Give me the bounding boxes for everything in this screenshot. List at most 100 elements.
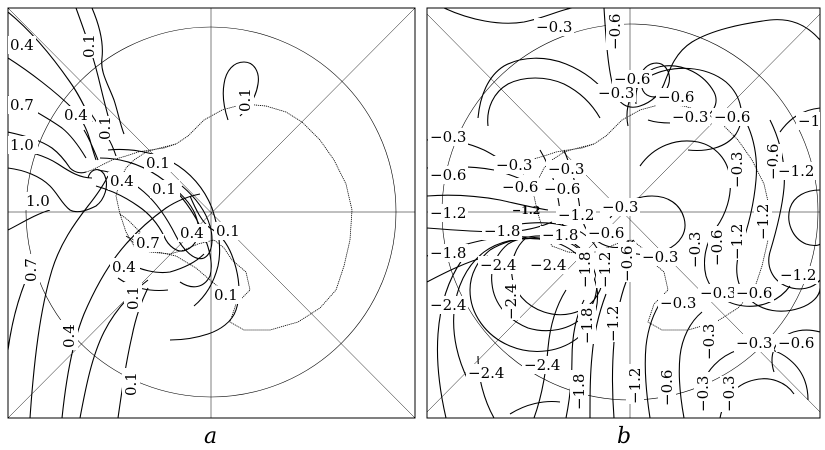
contour-label: −0.3	[700, 324, 718, 360]
contour-line	[533, 289, 567, 418]
contour-label: −0.6	[658, 370, 676, 406]
contour-label: −0.3	[720, 376, 738, 412]
contour-label: 0.1	[216, 222, 240, 240]
contour-label: −1.2	[596, 252, 614, 288]
contour-label: −0.3	[496, 156, 532, 174]
contour-line	[29, 175, 109, 418]
contour-line	[8, 167, 107, 213]
contour-label: −2.4	[468, 364, 504, 382]
contour-label: −0.6	[588, 224, 624, 242]
contour-label: −0.3	[536, 18, 572, 36]
contour-label: −0.6	[544, 180, 580, 198]
contour-label: −1.8	[430, 244, 466, 262]
contour-line	[436, 259, 463, 418]
contour-label: −0.6	[606, 14, 624, 50]
contour-label: −1.8	[576, 252, 594, 288]
contour-line	[487, 77, 601, 127]
contour-label: −1.2	[604, 306, 622, 342]
contour-line	[83, 129, 99, 161]
contour-label: −1.8	[570, 374, 588, 410]
contour-label: −1.2	[512, 204, 540, 217]
contour-label: −2.4	[480, 256, 516, 274]
contour-label: −1.2	[778, 162, 814, 180]
contour-label: 0.1	[146, 154, 170, 172]
contour-label: −1.2	[780, 266, 816, 284]
contour-label: −0.6	[618, 246, 636, 282]
contour-label: −0.6	[614, 70, 650, 88]
contour-label: −0.6	[708, 230, 726, 266]
contour-label: −0.3	[728, 152, 746, 188]
contour-label: 0.1	[80, 34, 98, 58]
contour-label: −0.3	[736, 334, 772, 352]
contour-label: −2.4	[524, 356, 560, 374]
contour-label: −0.3	[700, 284, 736, 302]
contour-label: −0.6	[658, 88, 694, 106]
panel-a-labels: 0.4 0.1 0.7 0.4 0.1 1.0 1.0 0.1 0.4 0.1 …	[8, 34, 254, 398]
contour-label: −0.3	[672, 108, 708, 126]
contour-label: −0.6	[736, 284, 772, 302]
contour-label: 0.1	[122, 372, 140, 396]
contour-line	[97, 169, 213, 260]
contour-label: −0.3	[548, 160, 584, 178]
contour-label: −1.8	[578, 308, 596, 344]
contour-line	[443, 8, 573, 24]
contour-label: 0.7	[136, 234, 160, 252]
contour-label: −2.4	[502, 284, 520, 320]
contour-label: −1.2	[626, 368, 644, 404]
contour-line	[8, 209, 51, 231]
contour-line	[75, 8, 113, 131]
contour-label: −1.8	[484, 222, 520, 240]
contour-label: −0.3	[430, 128, 466, 146]
contour-label: −1.8	[542, 226, 578, 244]
contour-label: 0.1	[236, 88, 254, 112]
ice-shelf-edge	[119, 213, 231, 301]
contour-line	[61, 193, 201, 418]
contour-label: 0.1	[152, 180, 176, 198]
contour-line	[117, 287, 149, 418]
contour-label: −0.6	[714, 108, 750, 126]
contour-label: −0.6	[502, 178, 538, 196]
contour-label: −1	[798, 112, 820, 130]
contour-label: −0.3	[660, 294, 696, 312]
contour-label: 0.4	[60, 324, 78, 348]
contour-label: −1.2	[558, 206, 594, 224]
contour-label: 1.0	[10, 136, 34, 154]
contour-label: −0.3	[602, 198, 638, 216]
contour-label: 0.7	[10, 96, 34, 114]
panel-b-caption: b	[617, 424, 631, 449]
contour-label: 0.7	[22, 258, 40, 282]
contour-label: −0.6	[430, 166, 466, 184]
contour-label: −1.2	[430, 204, 466, 222]
contour-label: −0.3	[598, 84, 634, 102]
contour-label: −1.2	[754, 204, 772, 240]
panel-a: 0.4 0.1 0.7 0.4 0.1 1.0 1.0 0.1 0.4 0.1 …	[7, 7, 416, 449]
contour-label: −0.6	[778, 334, 814, 352]
contour-line	[222, 61, 259, 121]
contour-label: 0.4	[110, 172, 134, 190]
contour-line	[107, 149, 221, 307]
contour-line	[644, 299, 663, 418]
contour-label: 0.4	[10, 36, 34, 54]
contour-label: 0.4	[180, 224, 204, 242]
contour-label: −2.4	[530, 256, 566, 274]
contour-line	[427, 194, 549, 211]
panel-b-labels: −0.3 −0.6 −0.6 −0.3 −0.6 −0.3 −0.6 −1 −0…	[428, 14, 820, 412]
panel-b-frame	[426, 7, 821, 419]
contour-line	[589, 293, 607, 418]
contour-label: 1.0	[26, 192, 50, 210]
contour-line	[788, 189, 820, 247]
contour-label: 0.1	[96, 116, 114, 140]
contour-label: 0.4	[64, 106, 88, 124]
contour-label: −1.2	[728, 224, 746, 260]
contour-line	[678, 311, 703, 418]
contour-label: −0.3	[686, 232, 704, 268]
contour-line	[453, 237, 547, 381]
contour-label: −0.3	[694, 376, 712, 412]
contour-label: −2.4	[430, 296, 466, 314]
panel-a-frame	[7, 7, 416, 419]
contour-line	[509, 400, 561, 415]
contour-label: −0.3	[642, 248, 678, 266]
contour-line	[736, 117, 820, 312]
contour-line	[477, 57, 611, 119]
